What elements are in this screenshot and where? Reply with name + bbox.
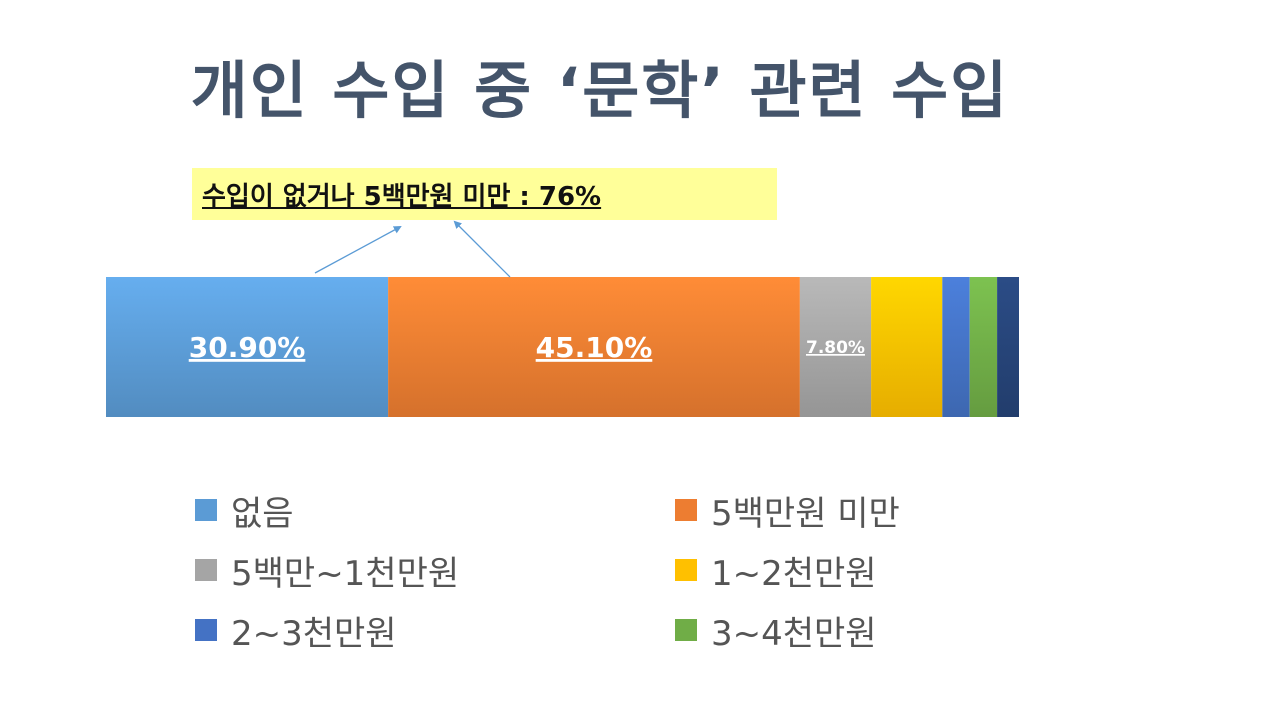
bar-segment-4 <box>942 277 970 417</box>
legend-label: 5백만~1천만원 <box>231 553 460 594</box>
callout-box: 수입이 없거나 5백만원 미만 : 76% <box>192 168 777 220</box>
legend-item: 5백만~1천만원 <box>195 540 675 600</box>
legend-item: 3~4천만원 <box>675 600 995 660</box>
legend-item: 2~3천만원 <box>195 600 675 660</box>
legend-item: 5백만원 미만 <box>675 480 995 540</box>
legend-item: 1~2천만원 <box>675 540 995 600</box>
bar-segment-3 <box>871 277 943 417</box>
data-label-2: 7.80% <box>806 338 865 358</box>
legend-label: 2~3천만원 <box>231 613 397 654</box>
legend-item: 없음 <box>195 480 675 540</box>
annotation-arrow-1 <box>453 220 511 278</box>
slide-title: 개인 수입 중 ‘문학’ 관련 수입 <box>190 54 1010 127</box>
legend-label: 없음 <box>231 493 294 534</box>
data-label-1: 45.10% <box>536 331 653 364</box>
legend-swatch <box>195 559 217 581</box>
callout-text: 수입이 없거나 5백만원 미만 : 76% <box>202 181 602 212</box>
chart-legend: 없음 5백만원 미만 5백만~1천만원 1~2천만원 2~3천만원 3~4천만원 <box>195 480 995 660</box>
legend-swatch <box>675 619 697 641</box>
bar-segment-2 <box>799 277 872 417</box>
legend-swatch <box>195 499 217 521</box>
legend-label: 3~4천만원 <box>711 613 877 654</box>
legend-swatch <box>675 559 697 581</box>
legend-label: 1~2천만원 <box>711 553 877 594</box>
bar-segment-5 <box>969 277 998 417</box>
data-label-0: 30.90% <box>189 331 306 364</box>
bar-segment-0 <box>106 277 389 417</box>
legend-label: 5백만원 미만 <box>711 493 900 534</box>
annotation-arrow-0 <box>314 226 402 274</box>
bar-segment-6 <box>997 277 1019 417</box>
legend-swatch <box>195 619 217 641</box>
bar-segment-1 <box>388 277 800 417</box>
legend-swatch <box>675 499 697 521</box>
